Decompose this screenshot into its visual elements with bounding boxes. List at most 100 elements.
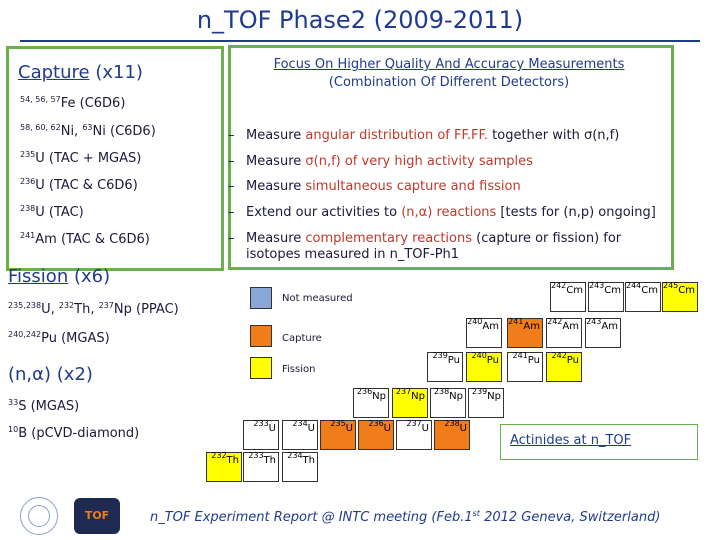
capture-u238-element: U bbox=[35, 205, 45, 220]
capture-u235-element: U bbox=[35, 151, 45, 166]
capture-fe-mass: 54, 56, 57 bbox=[20, 95, 61, 104]
bullet-3-highlight: simultaneous capture and fission bbox=[305, 179, 521, 194]
bullet-1-highlight: angular distribution of FF.FF. bbox=[305, 128, 489, 143]
nuclide-label: 237U bbox=[406, 420, 429, 435]
capture-line-u235: 235U (TAC + MGAS) bbox=[20, 151, 141, 167]
footer-text: n_TOF Experiment Report @ INTC meeting (… bbox=[150, 510, 660, 526]
nuclide-label: 237Np bbox=[396, 388, 425, 403]
bullet-5-line-2: isotopes measured in n_TOF-Ph1 bbox=[246, 247, 460, 262]
fission-line-2: 240,242Pu (MGAS) bbox=[8, 330, 110, 347]
bullet-dash: – bbox=[228, 205, 235, 220]
fission-u-element: U, bbox=[41, 302, 59, 317]
fission-pu-mass: 240,242 bbox=[8, 330, 42, 339]
bullet-simultaneous: Measure simultaneous capture and fission bbox=[246, 179, 666, 195]
n-alpha-line-2: 10B (pCVD-diamond) bbox=[8, 426, 139, 442]
nuclide-element: Th bbox=[226, 455, 239, 466]
nuclide-mass: 241 bbox=[512, 351, 528, 360]
nuclide-element: Am bbox=[523, 321, 540, 332]
nuclide-mass: 236 bbox=[356, 387, 373, 396]
fission-line-1: 235,238U, 232Th, 237Np (PPAC) bbox=[8, 301, 179, 318]
nuclide-label: 233Th bbox=[248, 452, 276, 467]
nuclide-cell-237np: 237Np bbox=[392, 388, 428, 418]
bullet-4-highlight: (n,α) reactions bbox=[401, 205, 497, 220]
nuclide-cell-241pu: 241Pu bbox=[507, 352, 543, 382]
nuclide-mass: 244 bbox=[625, 281, 642, 290]
cern-logo bbox=[20, 497, 58, 535]
bullet-1-pre: Measure bbox=[246, 128, 306, 143]
nuclide-label: 241Pu bbox=[513, 352, 540, 367]
bullet-dash: – bbox=[228, 231, 235, 246]
legend-not-measured-swatch bbox=[250, 287, 272, 309]
nuclide-cell-242cm: 242Cm bbox=[550, 282, 586, 312]
nuclide-cell-239np: 239Np bbox=[468, 388, 504, 418]
capture-ni63-mass: 63 bbox=[82, 123, 93, 132]
nuclide-mass: 242 bbox=[550, 281, 567, 290]
nuclide-element: Np bbox=[487, 391, 501, 402]
fission-word: Fission bbox=[8, 266, 69, 287]
bullet-5-highlight: complementary reactions bbox=[305, 231, 472, 246]
bullet-5-post: (capture or fission) for bbox=[472, 231, 622, 246]
nuclide-label: 243Cm bbox=[589, 282, 621, 297]
nuclide-element: Pu bbox=[566, 355, 579, 366]
nuclide-mass: 237 bbox=[395, 387, 412, 396]
capture-line-fe: 54, 56, 57Fe (C6D6) bbox=[20, 95, 126, 112]
capture-line-u236: 236U (TAC & C6D6) bbox=[20, 178, 138, 194]
fission-pu-element: Pu bbox=[41, 331, 57, 346]
nuclide-label: 234Th bbox=[287, 452, 315, 467]
cern-logo-inner bbox=[28, 505, 50, 527]
nuclide-label: 239Np bbox=[472, 388, 501, 403]
nuclide-label: 238U bbox=[444, 420, 467, 435]
capture-u238-detector: (TAC) bbox=[44, 205, 84, 220]
nuclide-label: 242Cm bbox=[551, 282, 583, 297]
n-alpha-line-1: 33S (MGAS) bbox=[8, 399, 80, 415]
title-rule bbox=[20, 40, 700, 42]
fission-u-mass: 235,238 bbox=[8, 301, 42, 310]
bullet-3-pre: Measure bbox=[246, 179, 306, 194]
n-alpha-count: (x2) bbox=[56, 364, 93, 385]
nuclide-label: 244Cm bbox=[626, 282, 658, 297]
nuclide-mass: 236 bbox=[368, 419, 384, 428]
capture-ni63-element: Ni bbox=[92, 124, 106, 139]
nuclide-mass: 238 bbox=[433, 387, 450, 396]
capture-fe-detector: (C6D6) bbox=[75, 96, 126, 111]
fission-np-mass: 237 bbox=[98, 301, 114, 310]
nuclide-label: 240Pu bbox=[472, 352, 499, 367]
actinides-box bbox=[500, 424, 698, 460]
bullet-4-post: [tests for (n,p) ongoing] bbox=[496, 205, 656, 220]
nuclide-mass: 240 bbox=[471, 351, 487, 360]
nuclide-cell-244cm: 244Cm bbox=[625, 282, 661, 312]
nuclide-label: 234U bbox=[292, 420, 315, 435]
nuclide-element: Am bbox=[482, 321, 499, 332]
nuclide-mass: 241 bbox=[508, 317, 524, 326]
fission-np-element: Np bbox=[113, 302, 132, 317]
capture-ni-element: Ni, bbox=[60, 124, 83, 139]
nuclide-label: 243Am bbox=[586, 318, 618, 333]
nuclide-cell-236u: 236U bbox=[358, 420, 394, 450]
capture-count: (x11) bbox=[95, 62, 143, 83]
capture-ni-detector: (C6D6) bbox=[105, 124, 156, 139]
nuclide-label: 242Am bbox=[547, 318, 579, 333]
nuclide-cell-241am: 241Am bbox=[507, 318, 543, 348]
nuclide-mass: 237 bbox=[406, 419, 422, 428]
nuclide-mass: 243 bbox=[586, 317, 602, 326]
n-alpha-word: (n,α) bbox=[8, 364, 52, 385]
nuclide-label: 241Am bbox=[508, 318, 540, 333]
nuclide-cell-237u: 237U bbox=[396, 420, 432, 450]
nuclide-mass: 233 bbox=[248, 451, 264, 460]
focus-line-1: Focus On Higher Quality And Accuracy Mea… bbox=[273, 57, 625, 72]
nuclide-element: Np bbox=[449, 391, 463, 402]
capture-am241-detector: (TAC & C6D6) bbox=[56, 232, 150, 247]
fission-th-element: Th, bbox=[74, 302, 99, 317]
capture-box bbox=[6, 46, 224, 271]
nuclide-cell-243cm: 243Cm bbox=[588, 282, 624, 312]
nuclide-element: Np bbox=[411, 391, 425, 402]
n-alpha-s-detector: (MGAS) bbox=[26, 399, 80, 414]
nuclide-mass: 240 bbox=[467, 317, 483, 326]
bullet-5-pre: Measure bbox=[246, 231, 306, 246]
nuclide-cell-243am: 243Am bbox=[585, 318, 621, 348]
n-alpha-b-element: B bbox=[18, 426, 28, 441]
nuclide-cell-232th: 232Th bbox=[206, 452, 242, 482]
legend-fission: Fission bbox=[282, 364, 316, 375]
nuclide-cell-235u: 235U bbox=[320, 420, 356, 450]
focus-box bbox=[228, 45, 674, 270]
